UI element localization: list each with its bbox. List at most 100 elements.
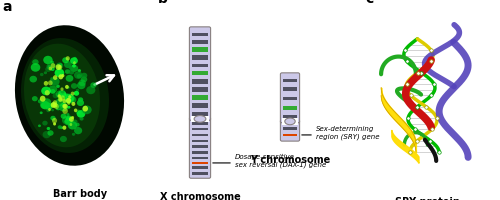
Text: SRY protein: SRY protein	[395, 196, 460, 200]
Ellipse shape	[82, 106, 92, 115]
Bar	[192, 112, 208, 117]
Ellipse shape	[70, 65, 78, 73]
Ellipse shape	[45, 103, 53, 110]
Ellipse shape	[46, 109, 50, 113]
Ellipse shape	[48, 66, 51, 69]
Ellipse shape	[81, 73, 87, 79]
Bar	[192, 157, 208, 160]
Ellipse shape	[66, 76, 74, 82]
Ellipse shape	[65, 95, 74, 103]
Bar	[192, 56, 208, 61]
Ellipse shape	[62, 103, 66, 107]
Text: b: b	[158, 0, 168, 6]
Ellipse shape	[50, 90, 56, 94]
Bar	[192, 104, 208, 108]
Ellipse shape	[48, 109, 51, 111]
Ellipse shape	[78, 80, 86, 87]
Ellipse shape	[74, 91, 79, 96]
Bar	[192, 145, 208, 148]
Bar	[192, 134, 208, 137]
Ellipse shape	[45, 67, 51, 73]
Bar	[282, 80, 298, 83]
Ellipse shape	[54, 69, 64, 78]
Ellipse shape	[64, 96, 74, 104]
Ellipse shape	[50, 61, 54, 65]
Ellipse shape	[53, 101, 57, 105]
Ellipse shape	[78, 70, 81, 73]
Bar	[192, 172, 208, 175]
Bar	[191, 116, 209, 122]
Ellipse shape	[56, 65, 61, 71]
Ellipse shape	[52, 118, 57, 124]
Ellipse shape	[65, 85, 69, 89]
Ellipse shape	[68, 97, 76, 104]
Ellipse shape	[32, 60, 38, 66]
Ellipse shape	[73, 120, 78, 124]
Ellipse shape	[54, 104, 59, 110]
Bar	[192, 48, 208, 53]
Bar	[192, 140, 208, 142]
Ellipse shape	[71, 84, 78, 89]
Ellipse shape	[70, 123, 72, 126]
Bar	[192, 166, 208, 169]
Ellipse shape	[50, 78, 54, 81]
Ellipse shape	[74, 109, 78, 113]
Ellipse shape	[62, 58, 69, 64]
Ellipse shape	[68, 70, 74, 75]
Ellipse shape	[58, 64, 62, 67]
Ellipse shape	[66, 95, 74, 103]
Ellipse shape	[48, 67, 52, 71]
Ellipse shape	[52, 104, 57, 108]
Bar	[192, 41, 208, 44]
Ellipse shape	[58, 66, 62, 70]
Ellipse shape	[58, 95, 61, 98]
Bar	[192, 151, 208, 154]
Ellipse shape	[67, 94, 73, 100]
Ellipse shape	[76, 111, 86, 118]
Bar	[192, 129, 208, 131]
Ellipse shape	[38, 125, 41, 127]
Ellipse shape	[64, 121, 67, 123]
Ellipse shape	[48, 131, 54, 136]
Ellipse shape	[90, 83, 96, 88]
Bar	[192, 72, 208, 76]
FancyBboxPatch shape	[190, 118, 210, 178]
Ellipse shape	[82, 106, 88, 112]
Ellipse shape	[73, 62, 76, 65]
Ellipse shape	[72, 116, 74, 119]
Ellipse shape	[44, 72, 47, 75]
Bar	[282, 88, 298, 91]
Ellipse shape	[58, 97, 61, 100]
Ellipse shape	[60, 96, 65, 101]
Ellipse shape	[68, 123, 71, 126]
Ellipse shape	[60, 105, 64, 109]
Text: Y chromosome: Y chromosome	[250, 154, 330, 164]
Ellipse shape	[62, 100, 66, 104]
Ellipse shape	[60, 90, 65, 94]
Text: Barr body: Barr body	[53, 188, 107, 198]
Ellipse shape	[24, 44, 100, 148]
Text: c: c	[365, 0, 373, 6]
Ellipse shape	[285, 118, 295, 125]
Ellipse shape	[66, 114, 70, 116]
Ellipse shape	[41, 102, 50, 110]
Ellipse shape	[70, 58, 78, 65]
Ellipse shape	[56, 85, 60, 88]
Ellipse shape	[65, 94, 68, 97]
Ellipse shape	[62, 75, 64, 78]
FancyBboxPatch shape	[280, 120, 299, 141]
Ellipse shape	[58, 75, 63, 80]
Ellipse shape	[42, 131, 50, 139]
Ellipse shape	[69, 117, 74, 122]
Ellipse shape	[50, 64, 56, 69]
Ellipse shape	[41, 87, 51, 96]
Ellipse shape	[46, 63, 56, 71]
Ellipse shape	[48, 86, 57, 94]
Ellipse shape	[65, 121, 70, 126]
Ellipse shape	[66, 57, 70, 61]
Ellipse shape	[68, 102, 70, 105]
Bar	[282, 115, 298, 118]
Ellipse shape	[66, 116, 72, 122]
Bar	[282, 127, 298, 130]
Ellipse shape	[52, 93, 59, 99]
